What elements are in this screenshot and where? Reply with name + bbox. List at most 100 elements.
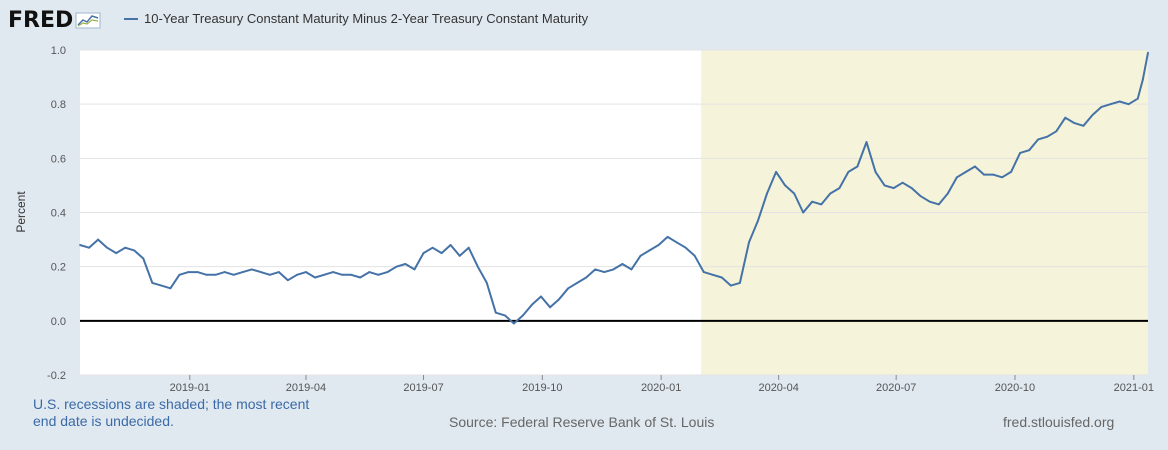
data-point — [558, 298, 561, 301]
data-point — [531, 303, 533, 306]
data-point — [874, 170, 877, 173]
data-point — [1136, 97, 1139, 100]
data-point — [1046, 135, 1049, 138]
data-point — [314, 276, 316, 279]
x-tick-label: 2019-01 — [170, 382, 210, 394]
data-point — [702, 271, 705, 273]
fred-logo[interactable]: FRED — [8, 6, 101, 34]
data-point — [974, 165, 976, 168]
data-point — [1127, 103, 1130, 106]
data-point — [187, 271, 190, 273]
data-point — [612, 268, 615, 271]
data-point — [910, 187, 913, 190]
x-tick-label: 2019-04 — [286, 382, 326, 394]
data-point — [892, 187, 895, 190]
data-point — [1147, 51, 1149, 54]
data-point — [720, 276, 723, 279]
data-point — [937, 203, 940, 206]
data-point — [1037, 138, 1040, 141]
y-tick-label: 0.6 — [51, 153, 66, 165]
data-point — [748, 241, 750, 244]
data-point — [259, 271, 262, 273]
data-point — [88, 246, 90, 249]
x-tick-label: 2020-01 — [641, 382, 681, 394]
data-point — [250, 268, 253, 271]
fred-chart-icon — [75, 12, 101, 29]
data-point — [395, 265, 398, 268]
data-point — [739, 282, 741, 284]
data-point — [106, 246, 109, 249]
data-point — [232, 273, 235, 276]
x-tick-label: 2020-10 — [995, 382, 1035, 394]
y-tick-label: -0.2 — [47, 370, 66, 382]
data-point — [1091, 114, 1094, 116]
data-point — [1141, 78, 1144, 81]
data-point — [711, 273, 714, 276]
series-title: 10-Year Treasury Constant Maturity Minus… — [144, 11, 589, 26]
data-point — [928, 200, 931, 203]
data-point — [503, 314, 506, 317]
chart-area: 1.00.80.60.40.20.0-0.2 2019-01 2019-04 201… — [14, 45, 1154, 394]
data-point — [621, 263, 624, 265]
site-link[interactable]: fred.stlouisfed.org — [1003, 414, 1115, 430]
data-point — [277, 271, 280, 273]
data-point — [1073, 122, 1076, 125]
data-point — [793, 192, 796, 195]
data-point — [350, 273, 353, 276]
source-credit: Source: Federal Reserve Bank of St. Loui… — [449, 414, 715, 430]
data-point — [666, 235, 669, 238]
data-point — [440, 252, 443, 255]
x-tick-label: 2020-07 — [876, 382, 916, 394]
x-tick-label: 2019-07 — [403, 382, 443, 394]
legend-swatch — [124, 17, 138, 20]
data-point — [196, 271, 199, 273]
x-tick-label: 2019-10 — [522, 382, 562, 394]
data-point — [983, 173, 985, 176]
data-point — [1028, 149, 1031, 152]
data-point — [449, 244, 452, 246]
data-point — [178, 273, 181, 276]
data-point — [79, 244, 81, 246]
data-point — [368, 271, 371, 273]
data-point — [693, 254, 696, 257]
series-line — [79, 52, 1149, 325]
x-tick-label: 2021-01 — [1114, 382, 1154, 394]
data-point — [169, 287, 172, 290]
data-point — [820, 203, 823, 206]
y-axis-title: Percent — [14, 191, 28, 233]
y-tick-label: 0.8 — [51, 99, 66, 111]
data-points — [79, 51, 1149, 325]
data-point — [97, 238, 99, 241]
data-point — [567, 287, 570, 290]
data-point — [1118, 100, 1121, 103]
data-point — [332, 271, 335, 273]
data-point — [838, 187, 841, 190]
data-point — [1019, 152, 1022, 154]
x-tick-label: 2020-04 — [758, 382, 798, 394]
data-point — [802, 211, 805, 214]
series-legend[interactable]: 10-Year Treasury Constant Maturity Minus… — [124, 11, 588, 26]
data-point — [675, 241, 678, 244]
data-point — [115, 252, 118, 255]
y-axis: 1.0 0.8 0.6 0.4 0.2 0.0 -0.2 — [47, 45, 66, 382]
data-point — [1064, 116, 1067, 119]
x-axis: 2019-01 2019-04 2019-07 2019-10 2020-01 2020-… — [170, 375, 1154, 394]
data-point — [657, 244, 660, 246]
chart-header: FRED 10-Year Treasury Constant Maturity … — [0, 0, 1168, 40]
data-point — [404, 263, 407, 265]
data-point — [223, 271, 226, 273]
data-point — [422, 252, 425, 255]
data-point — [296, 273, 298, 276]
data-point — [856, 165, 859, 168]
data-point — [268, 273, 271, 276]
data-point — [522, 314, 524, 317]
data-point — [965, 170, 967, 173]
data-point — [359, 276, 362, 279]
y-tick-label: 1.0 — [51, 45, 66, 57]
data-point — [386, 271, 389, 273]
data-point — [829, 192, 832, 195]
y-tick-label: 0.4 — [51, 208, 66, 220]
data-point — [766, 192, 768, 195]
data-point — [811, 200, 814, 203]
data-point — [142, 257, 145, 260]
